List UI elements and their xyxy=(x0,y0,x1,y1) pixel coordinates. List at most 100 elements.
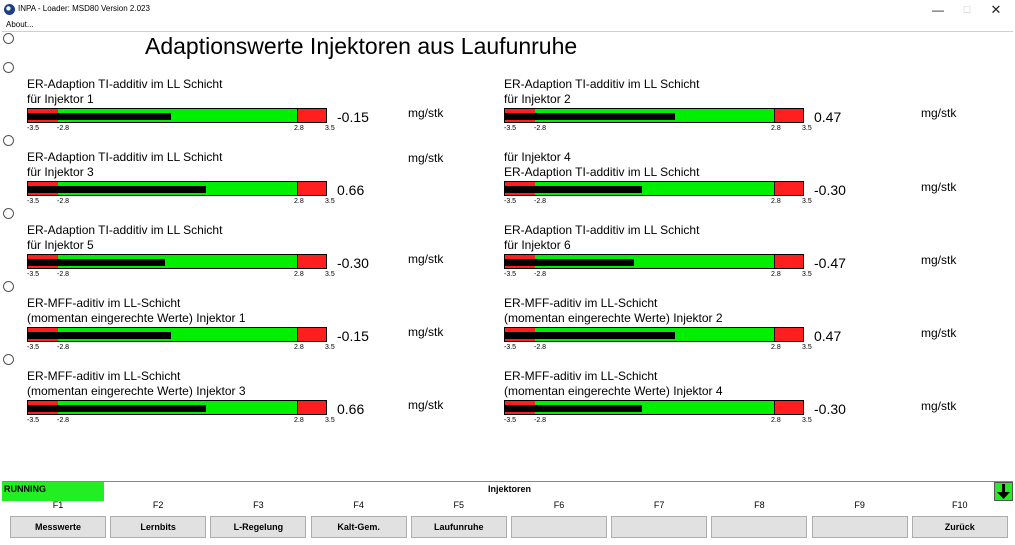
gauge-tick-labels: -3.5 -2.8 2.8 3.5 xyxy=(504,125,824,134)
function-key-button-f9[interactable] xyxy=(811,516,908,538)
gauge-tick-label: -2.8 xyxy=(534,344,547,351)
gauge-tick-label: -3.5 xyxy=(27,125,40,132)
gauge-tick-label: -3.5 xyxy=(27,198,40,205)
gauge-value-readout: -0.15 xyxy=(337,328,369,344)
gauge-value-readout: -0.30 xyxy=(814,401,846,417)
gauge-high-limit-zone xyxy=(774,401,803,414)
gauge-tick-label: 2.8 xyxy=(771,344,781,351)
gauge-tick-labels: -3.5 -2.8 2.8 3.5 xyxy=(27,198,347,207)
function-key-number: F7 xyxy=(653,500,665,510)
injector-gauge-bar xyxy=(27,254,327,269)
gauge-label-line2: für Injektor 2 xyxy=(504,92,571,106)
gauge-tick-labels: -3.5 -2.8 2.8 3.5 xyxy=(504,344,824,353)
gauge-tick-label: -2.8 xyxy=(534,125,547,132)
gauge-unit-label: mg/stk xyxy=(921,253,957,267)
gauge-tick-label: 3.5 xyxy=(325,417,335,424)
gauge-tick-label: 3.5 xyxy=(802,198,812,205)
injector-gauge-bar xyxy=(27,400,327,415)
gauge-value-indicator xyxy=(28,259,165,266)
gauge-tick-label: 3.5 xyxy=(325,344,335,351)
gauge-label-line1: ER-Adaption TI-additiv im LL Schicht xyxy=(27,77,223,91)
gauge-value-readout: 0.66 xyxy=(337,401,365,417)
gauge-unit-label: mg/stk xyxy=(408,398,444,412)
gauge-value-indicator xyxy=(28,405,206,412)
gauge-unit-label: mg/stk xyxy=(921,326,957,340)
gauge-tick-label: 2.8 xyxy=(294,417,304,424)
gauge-value-indicator xyxy=(505,405,642,412)
gauge-tick-label: 2.8 xyxy=(771,198,781,205)
gauge-tick-label: 2.8 xyxy=(771,125,781,132)
function-key-button-f1[interactable]: Messwerte xyxy=(10,516,106,538)
running-status-badge: RUNNING xyxy=(2,482,104,501)
injector-gauge-bar xyxy=(504,254,804,269)
close-button[interactable]: ✕ xyxy=(990,2,1002,17)
injector-gauge-bar xyxy=(27,327,327,342)
gauge-label-line1: ER-Adaption TI-additiv im LL Schicht xyxy=(504,77,700,91)
menu-item-about[interactable]: About... xyxy=(6,20,34,29)
gauge-value-readout: 0.66 xyxy=(337,182,365,198)
gauge-tick-label: 3.5 xyxy=(802,271,812,278)
gauge-label-line2: für Injektor 5 xyxy=(27,238,94,252)
page-title: Adaptionswerte Injektoren aus Laufunruhe xyxy=(145,33,578,59)
gauge-label-line1: ER-MFF-aditiv im LL-Schicht xyxy=(27,369,181,383)
gauge-high-limit-zone xyxy=(297,255,326,268)
screen-select-radio[interactable] xyxy=(3,33,14,44)
function-key-button-f3[interactable]: L-Regelung xyxy=(210,516,307,538)
gauge-tick-label: -3.5 xyxy=(504,271,517,278)
screen-select-radio[interactable] xyxy=(3,135,14,146)
window-title: INPA - Loader: MSD80 Version 2.023 xyxy=(18,4,150,13)
gauge-tick-labels: -3.5 -2.8 2.8 3.5 xyxy=(504,417,824,426)
function-key-button-f4[interactable]: Kalt-Gem. xyxy=(310,516,407,538)
gauge-tick-label: -3.5 xyxy=(504,125,517,132)
gauge-label-line2: (momentan eingerechte Werte) Injektor 3 xyxy=(27,384,246,398)
gauge-tick-label: 2.8 xyxy=(294,125,304,132)
screen-select-radio[interactable] xyxy=(3,354,14,365)
minimize-button[interactable]: — xyxy=(932,3,944,17)
gauge-tick-label: -3.5 xyxy=(504,198,517,205)
function-key-button-f6[interactable] xyxy=(511,516,607,538)
gauge-tick-labels: -3.5 -2.8 2.8 3.5 xyxy=(504,198,824,207)
scroll-down-arrow-icon[interactable] xyxy=(994,482,1013,501)
gauge-tick-label: -2.8 xyxy=(534,198,547,205)
gauge-value-readout: -0.15 xyxy=(337,109,369,125)
function-key-button-f5[interactable]: Laufunruhe xyxy=(410,516,507,538)
function-key-button-f7[interactable] xyxy=(611,516,708,538)
gauge-label-line2: (momentan eingerechte Werte) Injektor 1 xyxy=(27,311,246,325)
function-key-bar: F1 Messwerte F2 Lernbits F3 L-Regelung F4 Kalt-… xyxy=(0,500,1015,545)
gauge-value-indicator xyxy=(505,186,642,193)
gauge-unit-label: mg/stk xyxy=(921,399,957,413)
gauge-label-line2: (momentan eingerechte Werte) Injektor 2 xyxy=(504,311,723,325)
gauge-unit-label: mg/stk xyxy=(408,106,444,120)
gauge-tick-label: 3.5 xyxy=(802,417,812,424)
gauge-tick-label: 3.5 xyxy=(802,125,812,132)
gauge-tick-label: -2.8 xyxy=(57,417,70,424)
screen-select-radio[interactable] xyxy=(3,281,14,292)
function-key-button-f8[interactable] xyxy=(711,516,808,538)
gauge-tick-label: 2.8 xyxy=(771,271,781,278)
injector-gauge-bar xyxy=(27,181,327,196)
main-panel xyxy=(2,31,1013,481)
gauge-value-indicator xyxy=(28,113,172,120)
gauge-tick-label: -2.8 xyxy=(534,271,547,278)
gauge-tick-label: -3.5 xyxy=(27,271,40,278)
gauge-label-line2: für Injektor 1 xyxy=(27,92,94,106)
status-bar: RUNNING Injektoren xyxy=(2,481,1013,501)
function-key-button-f10[interactable]: Zurück xyxy=(911,516,1008,538)
gauge-high-limit-zone xyxy=(774,328,803,341)
gauge-tick-label: 3.5 xyxy=(325,271,335,278)
gauge-high-limit-zone xyxy=(297,109,326,122)
gauge-value-readout: 0.47 xyxy=(814,109,842,125)
status-module-name: Injektoren xyxy=(487,484,531,494)
gauge-label-line1: ER-Adaption TI-additiv im LL Schicht xyxy=(27,223,223,237)
screen-select-radio[interactable] xyxy=(3,62,14,73)
gauge-label-line1: ER-MFF-aditiv im LL-Schicht xyxy=(504,369,658,383)
gauge-high-limit-zone xyxy=(774,255,803,268)
gauge-high-limit-zone xyxy=(297,182,326,195)
screen-select-radio[interactable] xyxy=(3,208,14,219)
function-key-button-f2[interactable]: Lernbits xyxy=(110,516,207,538)
gauge-tick-label: -3.5 xyxy=(27,417,40,424)
gauge-tick-label: -3.5 xyxy=(504,344,517,351)
gauge-tick-label: 2.8 xyxy=(294,344,304,351)
gauge-label-line2: für Injektor 6 xyxy=(504,238,571,252)
maximize-button[interactable]: ☐ xyxy=(962,5,972,15)
